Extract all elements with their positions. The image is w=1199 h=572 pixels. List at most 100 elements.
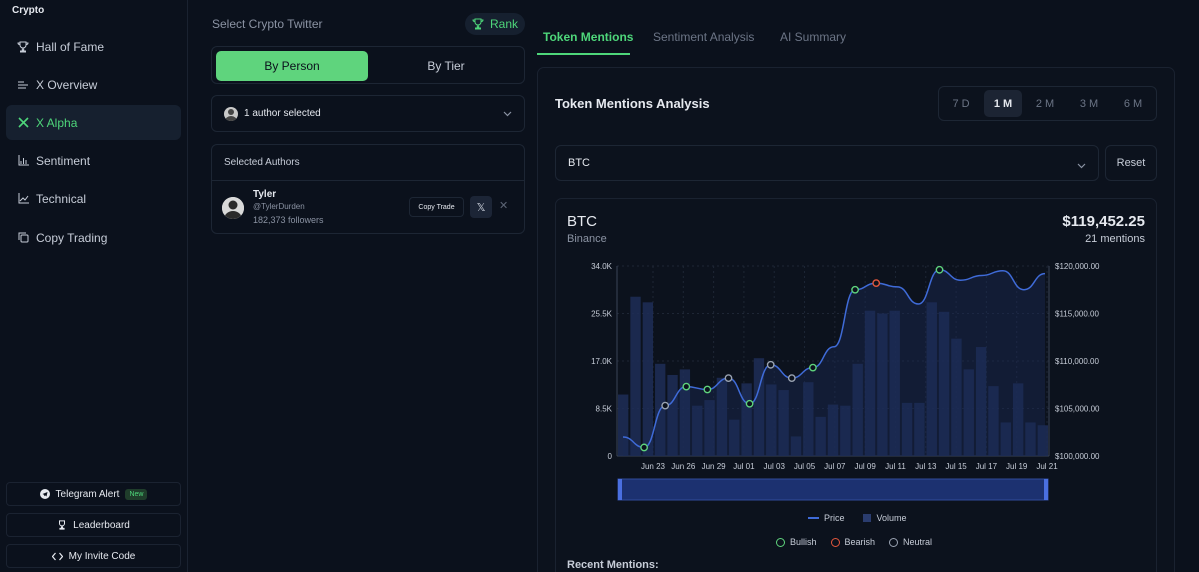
- bearish-legend-label: Bearish: [844, 537, 876, 547]
- sidebar-item-label: Copy Trading: [36, 230, 108, 245]
- sidebar-item-label: Sentiment: [36, 153, 91, 168]
- x-tick-label: Jul 21: [1036, 462, 1058, 471]
- y-right-tick-label: $120,000.00: [1055, 262, 1100, 271]
- x-tick-label: Jul 03: [764, 462, 786, 471]
- x-tick-label: Jul 19: [1006, 462, 1028, 471]
- panel-title: Token Mentions Analysis: [555, 96, 710, 111]
- volume-bar: [926, 302, 937, 456]
- remove-author-button[interactable]: ✕: [499, 199, 508, 212]
- token-mentions-chart: 34.0K 25.5K 17.0K 8.5K 0 $120,000.00 $115,000.…: [591, 262, 1100, 501]
- author-select-dropdown[interactable]: 1 author selected: [211, 95, 525, 132]
- x-tick-label: Jul 01: [733, 462, 755, 471]
- range-6m-button[interactable]: 6 M: [1123, 97, 1143, 110]
- token-symbol: BTC: [567, 213, 597, 230]
- y-right-tick-label: $110,000.00: [1055, 357, 1099, 366]
- volume-bar: [618, 394, 629, 456]
- bullish-mention-marker: [703, 385, 712, 394]
- sidebar-item-copy-trading[interactable]: Copy Trading: [6, 220, 181, 255]
- volume-bar: [815, 416, 826, 456]
- sidebar-item-hall-of-fame[interactable]: Hall of Fame: [6, 29, 181, 64]
- volume-bar: [963, 369, 974, 456]
- volume-bar: [704, 400, 715, 456]
- range-3m-button[interactable]: 3 M: [1079, 97, 1099, 110]
- neutral-legend-label: Neutral: [903, 537, 933, 547]
- leaderboard-label: Leaderboard: [73, 519, 130, 531]
- chart-legend-sentiment: Bullish Bearish Neutral: [776, 537, 932, 547]
- selection-mode-toggle: By Person By Tier: [211, 46, 525, 84]
- sidebar-item-label: X Alpha: [36, 115, 78, 130]
- volume-bar: [630, 296, 641, 456]
- leaderboard-button[interactable]: Leaderboard: [6, 513, 181, 537]
- y-right-tick-label: $115,000.00: [1055, 310, 1099, 319]
- volume-bar: [716, 377, 728, 456]
- zoom-handle-left: [618, 479, 622, 500]
- list-icon: [17, 79, 29, 91]
- by-person-button[interactable]: By Person: [216, 51, 368, 81]
- line-chart-icon: [17, 193, 29, 205]
- invite-code-label: My Invite Code: [68, 550, 136, 562]
- y-left-tick-label: 34.0K: [591, 262, 613, 271]
- author-select-label: 1 author selected: [244, 108, 321, 119]
- sidebar-item-label: Technical: [36, 191, 87, 206]
- rank-button[interactable]: Rank: [465, 13, 525, 35]
- volume-bar: [901, 402, 913, 456]
- volume-bar: [790, 436, 802, 456]
- volume-bar: [1025, 422, 1036, 456]
- price-legend-swatch: [808, 517, 819, 519]
- copy-trade-button[interactable]: Copy Trade: [409, 197, 464, 217]
- x-profile-button[interactable]: 𝕏: [470, 196, 492, 218]
- invite-code-button[interactable]: My Invite Code: [6, 544, 181, 568]
- tab-token-mentions[interactable]: Token Mentions: [543, 30, 634, 44]
- volume-bar: [938, 311, 950, 456]
- x-logo-icon: [17, 117, 29, 129]
- chart-legend-series: Price Volume: [808, 513, 907, 523]
- price-legend-label: Price: [824, 513, 845, 523]
- volume-bar: [1000, 422, 1011, 456]
- telegram-alert-button[interactable]: Telegram Alert New: [6, 482, 181, 506]
- bearish-legend-dot: [830, 537, 840, 547]
- volume-bar: [988, 386, 999, 456]
- avatar: [222, 197, 244, 219]
- x-tick-label: Jul 13: [915, 462, 937, 471]
- selected-authors-panel: Selected Authors Tyler @TylerDurden 182,…: [211, 144, 525, 234]
- tab-ai-summary[interactable]: AI Summary: [780, 30, 847, 44]
- sidebar: Crypto Hall of Fame X Overview X Alpha S…: [0, 0, 188, 572]
- by-tier-button[interactable]: By Tier: [427, 59, 465, 73]
- sidebar-item-technical[interactable]: Technical: [6, 181, 181, 216]
- tab-sentiment-analysis[interactable]: Sentiment Analysis: [653, 30, 755, 44]
- sidebar-item-x-alpha[interactable]: X Alpha: [6, 105, 181, 140]
- volume-bar: [642, 302, 654, 456]
- reset-button[interactable]: Reset: [1105, 145, 1157, 181]
- bullish-mention-marker: [682, 382, 691, 391]
- volume-bar: [667, 374, 678, 456]
- zoom-slider-track: [617, 478, 1049, 501]
- token-mentions-count: 21 mentions: [1085, 233, 1145, 245]
- x-tick-label: Jul 15: [945, 462, 967, 471]
- active-tab-indicator: [537, 53, 630, 55]
- bullish-mention-marker: [808, 363, 817, 372]
- token-select-dropdown[interactable]: BTC: [555, 145, 1099, 181]
- volume-bar: [729, 419, 740, 456]
- price-area: [623, 269, 1045, 456]
- volume-bar: [975, 347, 987, 456]
- code-icon: [51, 552, 63, 561]
- y-right-tick-label: $105,000.00: [1055, 405, 1100, 414]
- trophy-icon: [17, 41, 29, 53]
- bullish-legend-label: Bullish: [790, 537, 817, 547]
- volume-bar: [1012, 383, 1024, 456]
- range-1m-button[interactable]: 1 M: [984, 90, 1022, 117]
- telegram-icon: [39, 489, 50, 499]
- sidebar-item-sentiment[interactable]: Sentiment: [6, 143, 181, 178]
- range-2m-button[interactable]: 2 M: [1035, 97, 1055, 110]
- telegram-alert-label: Telegram Alert: [55, 488, 120, 500]
- range-7d-button[interactable]: 7 D: [952, 97, 970, 110]
- chart-card: [555, 198, 1157, 572]
- avatar: [224, 106, 238, 121]
- y-left-tick-label: 0: [608, 452, 613, 461]
- bearish-mention-marker: [872, 279, 881, 287]
- y-left-tick-label: 8.5K: [596, 405, 613, 414]
- bullish-legend-dot: [776, 537, 785, 547]
- volume-bar: [778, 390, 789, 456]
- neutral-legend-dot: [889, 537, 899, 547]
- sidebar-item-x-overview[interactable]: X Overview: [6, 67, 181, 102]
